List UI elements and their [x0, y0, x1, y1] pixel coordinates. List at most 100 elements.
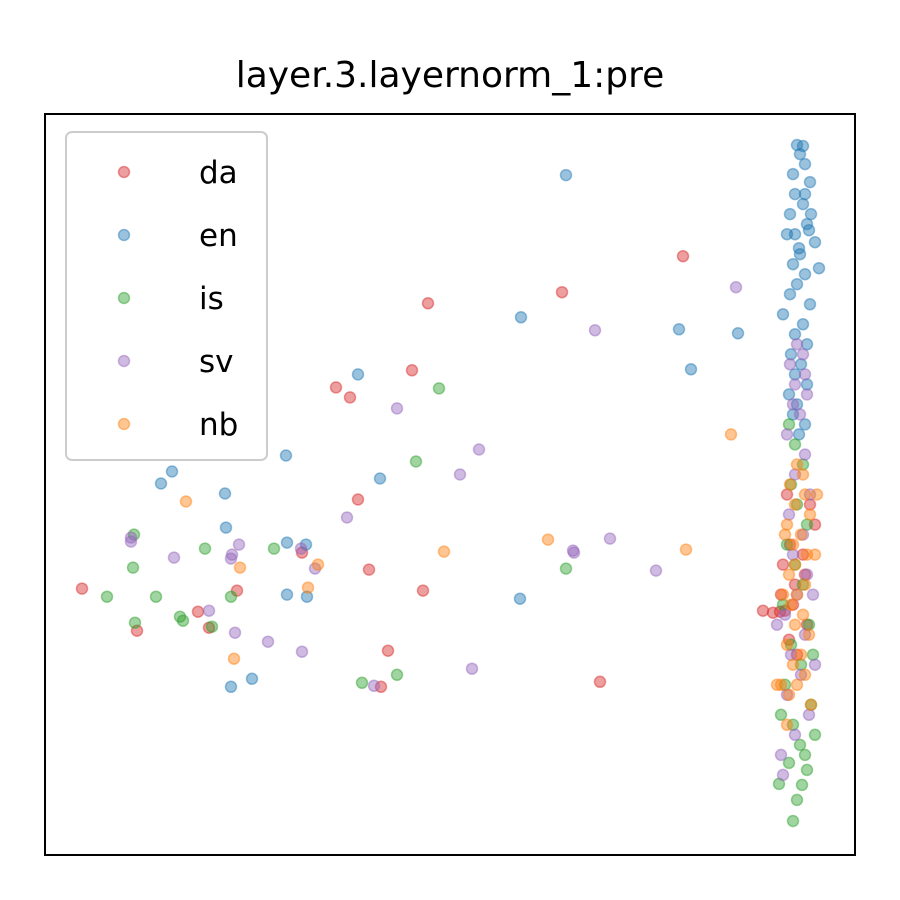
point-nb-1 [179, 495, 193, 508]
point-en-19 [790, 138, 804, 152]
point-en-0 [559, 168, 573, 182]
point-da-19 [766, 606, 780, 619]
point-is-20 [782, 756, 796, 770]
point-nb-2 [541, 533, 555, 546]
point-en-7 [165, 465, 179, 478]
chart-title: layer.3.layernorm_1:pre [236, 55, 665, 96]
point-en-45 [782, 388, 796, 401]
point-da-2 [421, 297, 435, 310]
point-sv-32 [780, 428, 794, 441]
point-en-22 [798, 157, 812, 171]
series-da [75, 249, 822, 694]
point-en-47 [786, 408, 800, 421]
point-da-25 [776, 558, 790, 571]
point-en-30 [808, 235, 822, 249]
point-da-0 [676, 249, 690, 263]
point-da-10 [130, 624, 144, 637]
point-da-1 [555, 285, 569, 299]
point-sv-3 [472, 443, 486, 456]
point-en-52 [780, 227, 794, 241]
point-is-21 [800, 763, 814, 777]
point-sv-9 [167, 551, 181, 564]
point-is-35 [784, 478, 798, 491]
point-sv-37 [796, 528, 810, 541]
point-sv-0 [729, 280, 743, 294]
point-nb-17 [786, 538, 800, 551]
point-is-29 [776, 598, 790, 611]
point-en-16 [513, 592, 527, 605]
point-en-34 [790, 277, 804, 291]
point-en-28 [800, 217, 814, 231]
point-sv-2 [390, 402, 404, 415]
point-sv-40 [790, 588, 804, 601]
point-en-37 [776, 308, 790, 321]
point-en-3 [731, 327, 745, 340]
point-nb-13 [788, 498, 802, 511]
point-sv-31 [793, 408, 807, 421]
point-nb-25 [788, 618, 802, 631]
point-nb-33 [804, 698, 818, 712]
point-nb-27 [780, 638, 794, 651]
point-en-44 [800, 378, 814, 391]
point-sv-22 [294, 542, 308, 555]
point-da-7 [295, 546, 309, 559]
point-en-27 [783, 207, 797, 221]
point-is-33 [800, 518, 814, 531]
point-en-9 [373, 472, 387, 485]
point-da-12 [202, 621, 216, 634]
point-da-30 [796, 548, 810, 561]
point-sv-41 [778, 608, 792, 621]
point-da-29 [780, 488, 794, 501]
point-nb-10 [796, 468, 810, 481]
point-sv-24 [790, 338, 804, 351]
legend-marker-sv [117, 354, 131, 368]
point-da-34 [782, 633, 796, 646]
point-en-55 [802, 223, 816, 237]
point-nb-14 [803, 508, 817, 521]
point-is-26 [794, 658, 808, 671]
point-is-18 [795, 778, 809, 792]
point-en-24 [803, 175, 817, 189]
legend-label-sv: sv [199, 344, 234, 380]
legend-label-da: da [199, 155, 238, 191]
point-en-32 [786, 257, 800, 271]
point-nb-31 [790, 678, 804, 692]
point-sv-36 [782, 508, 796, 521]
point-nb-18 [800, 548, 814, 561]
point-sv-7 [603, 532, 617, 545]
point-is-30 [796, 578, 810, 591]
point-sv-19 [295, 645, 309, 658]
point-is-37 [788, 438, 802, 451]
point-da-31 [800, 618, 814, 631]
point-is-31 [788, 558, 802, 571]
point-en-31 [793, 247, 807, 261]
point-is-14 [390, 668, 404, 682]
point-nb-38 [776, 588, 790, 601]
point-is-13 [205, 620, 219, 633]
point-is-28 [802, 618, 816, 631]
point-en-46 [790, 398, 804, 411]
point-en-33 [798, 267, 812, 281]
point-nb-40 [780, 718, 794, 732]
point-nb-4 [679, 543, 693, 556]
point-sv-28 [788, 378, 802, 391]
point-is-0 [432, 382, 446, 395]
point-sv-11 [224, 552, 238, 565]
point-sv-45 [780, 688, 794, 702]
point-en-42 [794, 358, 808, 371]
point-sv-13 [649, 564, 663, 577]
series-is [100, 382, 822, 828]
point-en-2 [672, 323, 686, 336]
legend-label-nb: nb [199, 407, 238, 443]
point-sv-52 [776, 768, 790, 782]
point-nb-5 [311, 558, 325, 571]
point-sv-51 [808, 658, 822, 671]
point-da-28 [803, 498, 817, 511]
point-en-5 [351, 368, 365, 381]
point-da-23 [788, 578, 802, 591]
point-sv-10 [232, 538, 246, 551]
legend-marker-nb [117, 417, 131, 431]
point-da-33 [790, 648, 804, 661]
point-en-48 [798, 418, 812, 431]
point-sv-14 [308, 562, 322, 575]
